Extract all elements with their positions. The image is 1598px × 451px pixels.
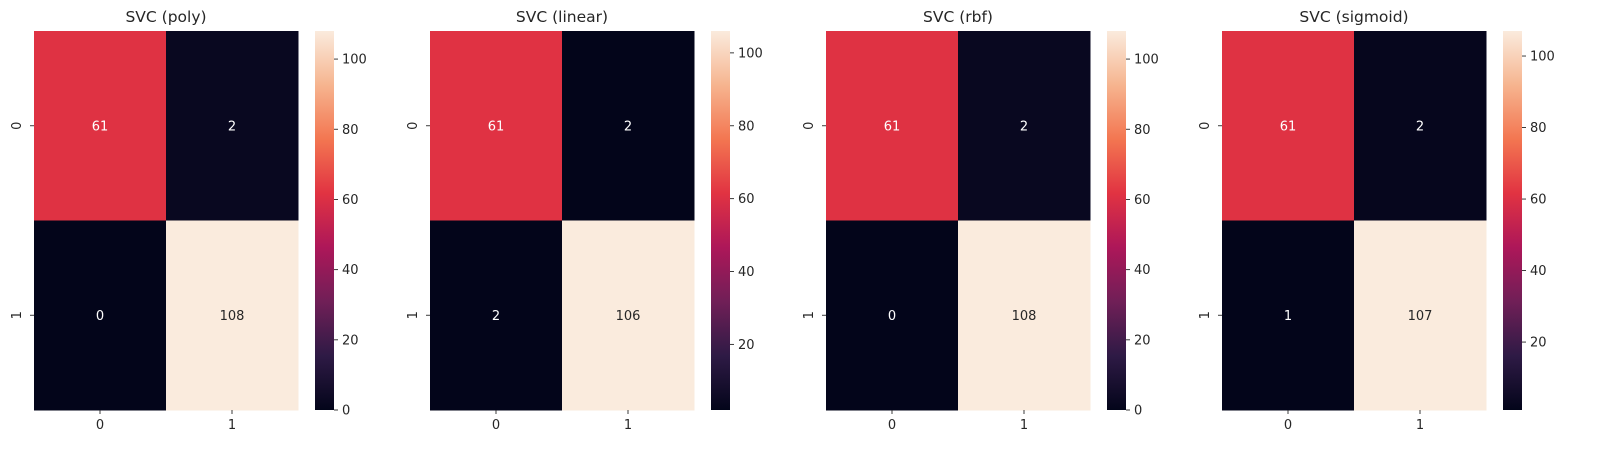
cell-value-label: 0 [96, 309, 104, 324]
cell-value-label: 61 [92, 119, 109, 134]
heatmap-cell [826, 220, 959, 411]
heatmap-cell [958, 220, 1091, 411]
heatmap-cell [1222, 31, 1355, 221]
colorbar [315, 31, 334, 410]
cell-value-label: 107 [1408, 309, 1433, 324]
colorbar-tick-label: 40 [1134, 263, 1151, 278]
x-tick-label: 0 [492, 418, 500, 433]
x-tick-label: 1 [228, 418, 236, 433]
colorbar-tick-label: 100 [1530, 50, 1555, 65]
colorbar-tick-label: 80 [1134, 123, 1151, 138]
colorbar-tick-label: 100 [738, 46, 763, 61]
colorbar-tick-label: 80 [1530, 121, 1547, 136]
heatmap-cell [34, 31, 167, 221]
chart-title: SVC (linear) [516, 8, 608, 26]
colorbar-tick-label: 20 [342, 333, 359, 348]
cell-value-label: 0 [888, 309, 896, 324]
heatmap-cell [166, 220, 299, 411]
heatmap-cell [1354, 220, 1487, 411]
y-tick-label: 0 [1198, 122, 1213, 130]
heatmap-cell [562, 220, 695, 411]
cell-value-label: 2 [624, 119, 632, 134]
colorbar-tick-label: 80 [342, 123, 359, 138]
chart-title: SVC (rbf) [923, 8, 993, 26]
colorbar-tick-label: 100 [342, 53, 367, 68]
heatmap-cell [430, 31, 563, 221]
heatmap-cell [958, 31, 1091, 221]
cell-value-label: 2 [1416, 119, 1424, 134]
colorbar-tick-label: 80 [738, 119, 755, 134]
colorbar-tick-label: 60 [342, 193, 359, 208]
colorbar-tick-label: 0 [342, 404, 350, 419]
x-tick-label: 0 [888, 418, 896, 433]
heatmap-panel-4: SVC (sigmoid) 61 2 1 107 0 1 0 1 20 40 60 80 100 [1198, 8, 1555, 433]
cell-value-label: 108 [220, 309, 245, 324]
x-tick-label: 0 [96, 418, 104, 433]
heatmap-cell [826, 31, 959, 221]
x-tick-label: 1 [624, 418, 632, 433]
cell-value-label: 2 [228, 119, 236, 134]
y-tick-label: 1 [406, 311, 421, 319]
colorbar-tick-label: 60 [738, 192, 755, 207]
cell-value-label: 108 [1012, 309, 1037, 324]
chart-title: SVC (sigmoid) [1299, 8, 1408, 26]
colorbar-tick-label: 60 [1530, 193, 1547, 208]
colorbar-tick-label: 20 [1530, 336, 1547, 351]
colorbar-tick-label: 100 [1134, 53, 1159, 68]
chart-title: SVC (poly) [125, 8, 206, 26]
x-tick-label: 1 [1416, 418, 1424, 433]
cell-value-label: 61 [488, 119, 505, 134]
cell-value-label: 2 [1020, 119, 1028, 134]
y-tick-label: 1 [802, 311, 817, 319]
heatmap-cell [1354, 31, 1487, 221]
x-tick-label: 1 [1020, 418, 1028, 433]
colorbar-tick-label: 40 [342, 263, 359, 278]
colorbar [1503, 31, 1522, 410]
y-tick-label: 0 [10, 122, 25, 130]
colorbar-tick-label: 20 [738, 338, 755, 353]
y-tick-label: 0 [406, 122, 421, 130]
cell-value-label: 61 [1280, 119, 1297, 134]
heatmap-cell [1222, 220, 1355, 411]
colorbar-tick-label: 40 [1530, 264, 1547, 279]
colorbar-tick-label: 0 [1134, 404, 1142, 419]
y-tick-label: 1 [10, 311, 25, 319]
x-tick-label: 0 [1284, 418, 1292, 433]
cell-value-label: 106 [616, 309, 641, 324]
colorbar-tick-label: 40 [738, 265, 755, 280]
colorbar [711, 31, 730, 410]
heatmap-cell [166, 31, 299, 221]
colorbar [1107, 31, 1126, 410]
cell-value-label: 61 [884, 119, 901, 134]
y-tick-label: 1 [1198, 311, 1213, 319]
cell-value-label: 1 [1284, 309, 1292, 324]
heatmap-cell [34, 220, 167, 411]
colorbar-tick-label: 20 [1134, 333, 1151, 348]
heatmap-cell [562, 31, 695, 221]
colorbar-tick-label: 60 [1134, 193, 1151, 208]
heatmap-cell [430, 220, 563, 411]
y-tick-label: 0 [802, 122, 817, 130]
cell-value-label: 2 [492, 309, 500, 324]
heatmap-panel-2: SVC (linear) 61 2 2 106 0 1 0 1 20 40 60 80 100 [406, 8, 763, 433]
